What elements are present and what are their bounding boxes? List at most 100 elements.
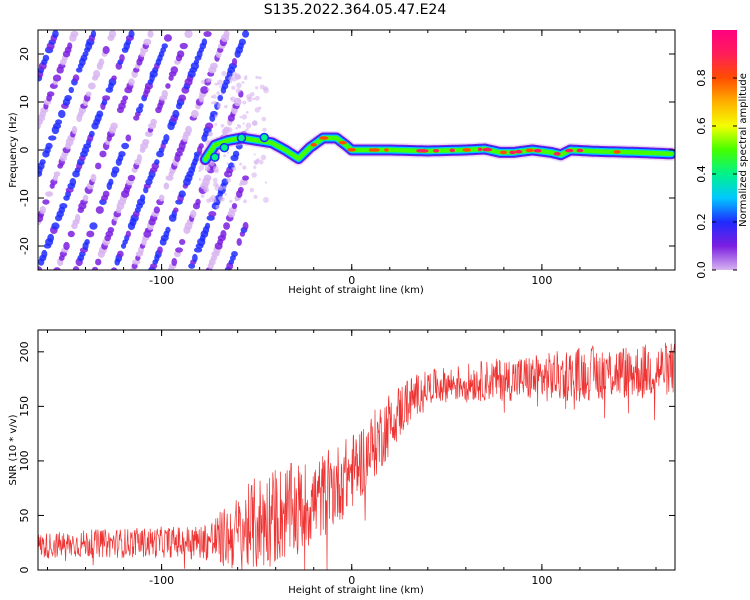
spectrogram-stripe-dot bbox=[203, 174, 212, 182]
spectrogram-stripe-dot bbox=[41, 249, 48, 259]
spectrogram-stripe-dot bbox=[237, 186, 244, 194]
spectrogram-haze-dot bbox=[262, 196, 269, 203]
spectrogram-haze-dot bbox=[253, 153, 256, 156]
spectrogram-haze-dot bbox=[226, 151, 230, 154]
spectrogram-haze-dot bbox=[212, 94, 217, 99]
spectrogram-haze-dot bbox=[247, 96, 253, 103]
snr-xtick-label: -100 bbox=[149, 574, 174, 587]
snr-axes: -100 0 100 0 50 100 150 200 bbox=[18, 330, 675, 587]
spectrogram-stripe-dot bbox=[55, 119, 63, 125]
spectrogram-ytick-label: -10 bbox=[18, 189, 31, 207]
spectrogram-stripe-dot bbox=[86, 230, 95, 238]
spectrogram-haze-dot bbox=[221, 70, 227, 77]
spectrogram-haze-dot bbox=[219, 85, 222, 88]
spectrogram-ytick-label: 20 bbox=[18, 47, 31, 61]
spectrogram-stripe-dot bbox=[64, 95, 72, 101]
spectrogram-haze-dot bbox=[241, 81, 245, 84]
spectrogram-haze-dot bbox=[242, 165, 247, 170]
spectrogram-stripe-dot bbox=[118, 150, 126, 158]
spectrogram-xtick-label: 0 bbox=[348, 274, 355, 287]
spectrogram-stripe-dot bbox=[128, 78, 135, 86]
spectrogram-haze-dot bbox=[210, 101, 214, 105]
spectrogram-peak-dot bbox=[310, 143, 317, 147]
spectrogram-stripe-dot bbox=[163, 134, 170, 142]
spectrogram-stripe-dot bbox=[117, 250, 124, 258]
spectrogram-haze-dot bbox=[238, 98, 241, 102]
spectrogram-stripe-dot bbox=[178, 94, 187, 102]
spectrogram-haze-dot bbox=[260, 154, 267, 161]
spectrogram-stripe-dot bbox=[172, 109, 180, 119]
spectrogram-stripe-dot bbox=[175, 247, 183, 253]
spectrogram-haze-dot bbox=[206, 198, 211, 204]
spectrogram-stripe-dot bbox=[85, 91, 92, 97]
spectrogram-haze-dot bbox=[208, 131, 213, 136]
snr-ylabel: SNR (10 * v/v) bbox=[8, 414, 19, 485]
spectrogram-stripe-dot bbox=[98, 58, 105, 66]
spectrogram-stripe-dot bbox=[95, 258, 102, 266]
spectrogram-stripe-dot bbox=[95, 162, 102, 170]
spectrogram-stripe-dot bbox=[150, 118, 157, 126]
spectrogram-stripe-dot bbox=[93, 69, 101, 79]
spectrogram-stripe-dot bbox=[170, 66, 179, 74]
spectrogram-stripe-dot bbox=[163, 182, 170, 190]
spectrogram-stripe-dot bbox=[89, 222, 98, 230]
spectrogram-stripe-dot bbox=[95, 206, 104, 214]
spectrogram-stripe-dot bbox=[47, 233, 55, 243]
snr-ytick-label: 150 bbox=[18, 396, 31, 417]
spectrogram-stripe-dot bbox=[128, 30, 135, 38]
spectrogram-stripe-dot bbox=[53, 267, 61, 270]
spectrogram-stripe-dot bbox=[176, 50, 185, 58]
spectrogram-stripe-dot bbox=[88, 82, 96, 90]
spectrogram-haze-dot bbox=[217, 102, 222, 108]
spectrogram-haze-dot bbox=[214, 114, 218, 118]
spectrogram-stripe-dot bbox=[185, 125, 192, 135]
spectrogram-ytick-label: -20 bbox=[18, 237, 31, 255]
spectrogram-stripe-dot bbox=[242, 175, 250, 181]
spectrogram-stripe-dot bbox=[208, 210, 217, 218]
spectrogram-stripe-dot bbox=[163, 34, 172, 42]
spectrogram-stripe-dot bbox=[67, 230, 75, 238]
spectrogram-haze-dot bbox=[206, 87, 210, 91]
spectrogram-stripe-dot bbox=[67, 42, 73, 50]
snr-panel: -100 0 100 0 50 100 150 200 Height of straight … bbox=[8, 329, 676, 596]
spectrogram-haze-dot bbox=[226, 127, 233, 133]
spectrogram-stripe-dot bbox=[48, 135, 57, 141]
spectrogram-haze-dot bbox=[232, 166, 237, 171]
colorbar-tick-label: 0.2 bbox=[695, 213, 708, 231]
spectrogram-stripe-dot bbox=[232, 150, 240, 158]
spectrogram-stripe-dot bbox=[84, 238, 90, 246]
spectrogram-stripe-dot bbox=[102, 46, 110, 54]
spectrogram-haze-dot bbox=[226, 177, 232, 183]
spectrogram-stripe-dot bbox=[223, 30, 230, 38]
spectrogram-haze-dot bbox=[208, 77, 213, 83]
spectrogram-stripe-dot bbox=[204, 222, 211, 230]
spectrogram-stripe-dot bbox=[204, 122, 214, 130]
spectrogram-stripe-dot bbox=[39, 159, 46, 165]
spectrogram-peak-dot bbox=[319, 136, 329, 140]
spectrogram-stripe-dot bbox=[195, 198, 201, 206]
spectrogram-stripe-dot bbox=[220, 230, 227, 238]
spectrogram-stripe-dot bbox=[223, 222, 231, 230]
spectrogram-stripe-dot bbox=[153, 206, 161, 214]
spectrogram-stripe-dot bbox=[192, 253, 198, 263]
spectrogram-haze-dot bbox=[239, 115, 242, 119]
spectrogram-peak-dot bbox=[553, 152, 561, 156]
spectrogram-stripe-dot bbox=[231, 250, 238, 258]
snr-xtick-label: 0 bbox=[348, 574, 355, 587]
snr-ytick-label: 0 bbox=[18, 567, 31, 574]
spectrogram-haze-dot bbox=[241, 114, 248, 120]
spectrogram-haze-dot bbox=[236, 82, 242, 89]
colorbar-tick-label: 0.4 bbox=[695, 165, 708, 183]
spectrogram-haze-dot bbox=[218, 185, 224, 191]
spectrogram-stripe-dot bbox=[58, 109, 66, 119]
spectrogram-stripe-dot bbox=[193, 59, 200, 65]
spectrogram-haze-dot bbox=[239, 182, 243, 187]
spectrogram-stripe-dot bbox=[45, 191, 54, 197]
spectrogram-xtick-label: 100 bbox=[531, 274, 552, 287]
spectrogram-blob bbox=[219, 142, 230, 153]
spectrogram-haze-dot bbox=[244, 75, 248, 78]
spectrogram-haze-dot bbox=[214, 185, 220, 191]
spectrogram-stripe-dot bbox=[178, 190, 186, 198]
